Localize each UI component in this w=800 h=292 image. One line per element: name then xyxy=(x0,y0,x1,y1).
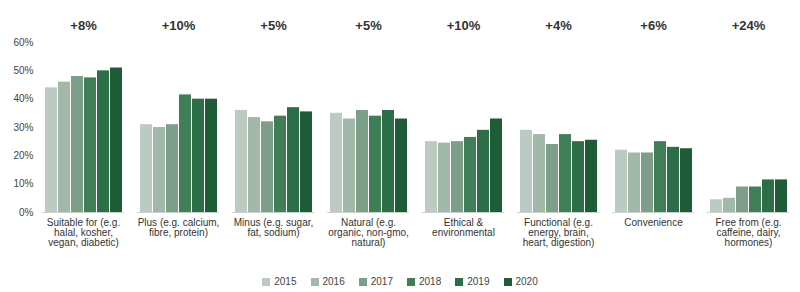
svg-text:Functional (e.g.energy, brain,: Functional (e.g.energy, brain,heart, dig… xyxy=(523,217,595,248)
svg-text:Free from (e.g.caffeine, dairy: Free from (e.g.caffeine, dairy,hormones) xyxy=(715,217,781,248)
svg-text:60%: 60% xyxy=(13,37,33,48)
svg-text:Plus (e.g. calcium,fibre, prot: Plus (e.g. calcium,fibre, protein) xyxy=(138,217,220,238)
svg-text:+4%: +4% xyxy=(545,18,572,33)
svg-text:Suitable for (e.g.halal, koshe: Suitable for (e.g.halal, kosher,vegan, d… xyxy=(47,217,120,248)
svg-text:30%: 30% xyxy=(13,122,33,133)
svg-text:+5%: +5% xyxy=(260,18,287,33)
svg-text:Minus (e.g. sugar,fat, sodium): Minus (e.g. sugar,fat, sodium) xyxy=(234,217,313,238)
svg-text:+10%: +10% xyxy=(162,18,196,33)
svg-text:50%: 50% xyxy=(13,65,33,76)
svg-text:10%: 10% xyxy=(13,178,33,189)
html-text:2020: 2020 xyxy=(515,275,538,287)
svg-text:Ethical &environmental: Ethical &environmental xyxy=(432,217,495,238)
svg-text:Convenience: Convenience xyxy=(624,217,683,228)
html-text:2016: 2016 xyxy=(322,275,345,287)
html-text:2015: 2015 xyxy=(274,275,297,287)
html-text:2017: 2017 xyxy=(370,275,393,287)
html-text:2019: 2019 xyxy=(467,275,490,287)
svg-text:Natural (e.g.organic, non-gmo,: Natural (e.g.organic, non-gmo,natural) xyxy=(328,217,409,248)
svg-text:+24%: +24% xyxy=(732,18,766,33)
svg-text:+5%: +5% xyxy=(355,18,382,33)
svg-text:+8%: +8% xyxy=(70,18,97,33)
html-text:2018: 2018 xyxy=(419,275,442,287)
svg-text:20%: 20% xyxy=(13,150,33,161)
svg-text:+6%: +6% xyxy=(640,18,667,33)
svg-text:40%: 40% xyxy=(13,93,33,104)
svg-text:+10%: +10% xyxy=(447,18,481,33)
svg-text:0%: 0% xyxy=(19,207,34,218)
